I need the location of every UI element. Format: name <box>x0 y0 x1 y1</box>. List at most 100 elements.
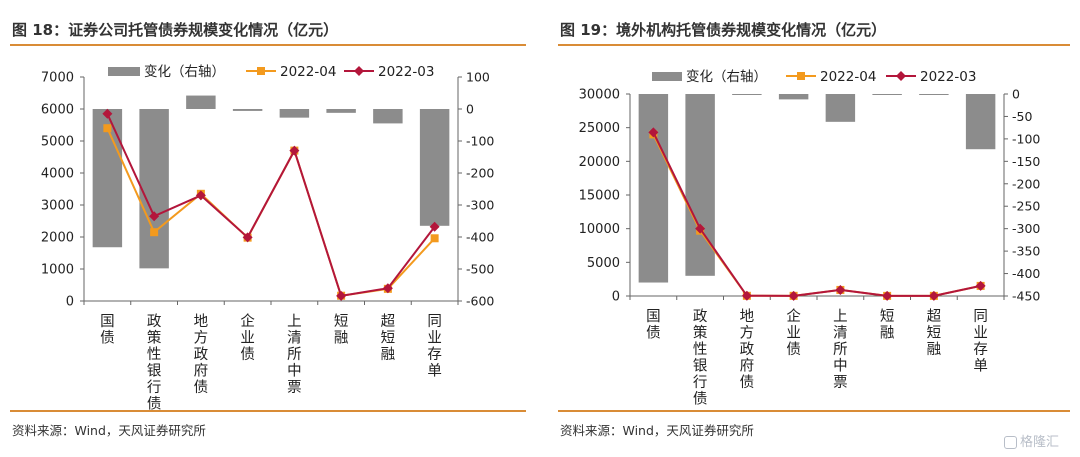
y-right-tick-label: -500 <box>466 262 494 277</box>
point-2022-03-短融 <box>882 290 893 301</box>
watermark-text: 格隆汇 <box>1020 435 1060 450</box>
y-right-tick-label: -100 <box>1012 131 1040 146</box>
source-rule <box>10 410 526 412</box>
category-label-地方政府债: 地方政府债 <box>194 313 209 396</box>
y-left-tick-label: 25000 <box>579 121 620 136</box>
y-left-tick-label: 20000 <box>579 155 620 170</box>
title-rule <box>558 44 1070 46</box>
y-right-tick-label: -450 <box>1012 289 1040 304</box>
y-right-tick-label: -200 <box>1012 176 1040 191</box>
bar-同业存单 <box>419 109 450 226</box>
source-rule <box>558 410 1070 412</box>
y-left-tick-label: 15000 <box>579 189 620 204</box>
source-note: 资料来源：Wind，天风证券研究所 <box>12 423 206 438</box>
y-left-tick-label: 5000 <box>587 256 620 271</box>
bar-上清所中票 <box>279 109 310 118</box>
y-right-tick-label: -400 <box>466 230 494 245</box>
category-label-地方政府债: 地方政府债 <box>740 308 755 391</box>
y-right-tick-label: -50 <box>1012 109 1032 124</box>
y-right-tick-label: 0 <box>1012 87 1020 102</box>
bar-政策性银行债 <box>139 109 169 269</box>
y-right-tick-label: -250 <box>1012 199 1040 214</box>
category-label-国债: 国债 <box>646 309 661 342</box>
legend-swatch-bar <box>652 72 682 81</box>
bar-短融 <box>326 109 356 113</box>
series-line-2022-03 <box>106 113 436 298</box>
y-left-tick-label: 7000 <box>41 71 74 86</box>
category-label-超短融: 超短融 <box>381 313 396 363</box>
title-rule <box>10 44 526 46</box>
chart-svg-left: 01000200030004000500060007000-600-500-40… <box>41 64 495 413</box>
point-2022-03-上清所中票 <box>289 145 300 156</box>
legend-label-2022-04: 2022-04 <box>280 64 336 80</box>
bar-政策性银行债 <box>685 94 715 276</box>
point-2022-03-企业债 <box>788 290 799 301</box>
category-label-同业存单: 同业存单 <box>973 309 988 375</box>
bar-超短融 <box>373 109 403 124</box>
y-left-tick-label: 30000 <box>579 88 620 103</box>
chart-title: 图 18：证券公司托管债券规模变化情况（亿元） <box>12 21 339 39</box>
category-label-短融: 短融 <box>880 308 895 342</box>
legend-label-2022-04: 2022-04 <box>820 69 876 85</box>
y-left-tick-label: 0 <box>612 290 620 305</box>
point-2022-03-政策性银行债 <box>149 211 160 222</box>
watermark-logo-icon <box>1004 436 1017 449</box>
legend-swatch-bar <box>108 67 140 76</box>
bar-地方政府债 <box>732 94 762 95</box>
bar-上清所中票 <box>825 94 856 122</box>
legend-marker <box>354 66 364 76</box>
bar-国债 <box>638 94 669 283</box>
category-label-短融: 短融 <box>334 313 349 347</box>
chart-title: 图 19：境外机构托管债券规模变化情况（亿元） <box>560 21 887 39</box>
y-right-tick-label: -300 <box>466 198 494 213</box>
bar-企业债 <box>778 94 809 100</box>
y-right-tick-label: -100 <box>466 134 494 149</box>
bar-短融 <box>872 94 902 95</box>
y-left-tick-label: 10000 <box>579 222 620 237</box>
legend-label-变化（右轴）: 变化（右轴） <box>686 69 767 85</box>
y-left-tick-label: 6000 <box>41 103 74 118</box>
source-note: 资料来源：Wind，天风证券研究所 <box>560 423 754 438</box>
y-right-tick-label: -150 <box>1012 154 1040 169</box>
y-right-tick-label: -400 <box>1012 266 1040 281</box>
point-2022-03-超短融 <box>382 283 393 294</box>
category-label-政策性银行债: 政策性银行债 <box>693 308 708 408</box>
point-2022-03-地方政府债 <box>195 190 206 201</box>
point-2022-03-政策性银行债 <box>695 223 706 234</box>
point-2022-03-国债 <box>102 108 113 119</box>
y-right-tick-label: -600 <box>466 294 494 309</box>
point-2022-03-国债 <box>648 127 659 138</box>
point-2022-03-企业债 <box>242 232 253 243</box>
y-left-tick-label: 1000 <box>41 263 74 278</box>
chart-panel-right: 图 19：境外机构托管债券规模变化情况（亿元） 0 5000 10000 15000 2… <box>548 0 1080 457</box>
bar-地方政府债 <box>186 95 216 109</box>
category-label-上清所中票: 上清所中票 <box>287 313 302 396</box>
point-2022-03-地方政府债 <box>741 290 752 301</box>
legend-label-2022-03: 2022-03 <box>378 64 434 80</box>
category-label-同业存单: 同业存单 <box>427 314 442 380</box>
point-2022-03-上清所中票 <box>835 284 846 295</box>
category-label-企业债: 企业债 <box>786 307 801 358</box>
point-2022-04-政策性银行债 <box>150 228 159 237</box>
y-right-tick-label: 0 <box>466 102 474 117</box>
legend-label-变化（右轴）: 变化（右轴） <box>144 64 225 80</box>
chart-svg-right: 0 5000 10000 15000 20000 25000 30000 -450 -400 -3… <box>579 69 1041 408</box>
point-2022-03-同业存单 <box>975 280 986 291</box>
y-left-tick-label: 4000 <box>41 167 74 182</box>
y-left-tick-label: 0 <box>66 295 74 310</box>
bar-超短融 <box>919 94 949 95</box>
category-label-超短融: 超短融 <box>927 308 942 358</box>
point-2022-04-国债 <box>103 124 112 133</box>
category-label-企业债: 企业债 <box>240 312 255 363</box>
y-left-tick-label: 5000 <box>41 135 74 150</box>
chart-panel-left: 图 18：证券公司托管债券规模变化情况（亿元） 0 1000 2000 3000 400… <box>0 0 536 457</box>
category-label-国债: 国债 <box>100 314 115 347</box>
y-right-tick-label: 100 <box>466 70 490 85</box>
bar-企业债 <box>232 109 263 111</box>
y-right-tick-label: -200 <box>466 166 494 181</box>
y-left-tick-label: 3000 <box>41 199 74 214</box>
bar-同业存单 <box>965 94 996 150</box>
category-label-上清所中票: 上清所中票 <box>833 308 848 391</box>
point-2022-03-同业存单 <box>429 221 440 232</box>
y-left-tick-label: 2000 <box>41 231 74 246</box>
